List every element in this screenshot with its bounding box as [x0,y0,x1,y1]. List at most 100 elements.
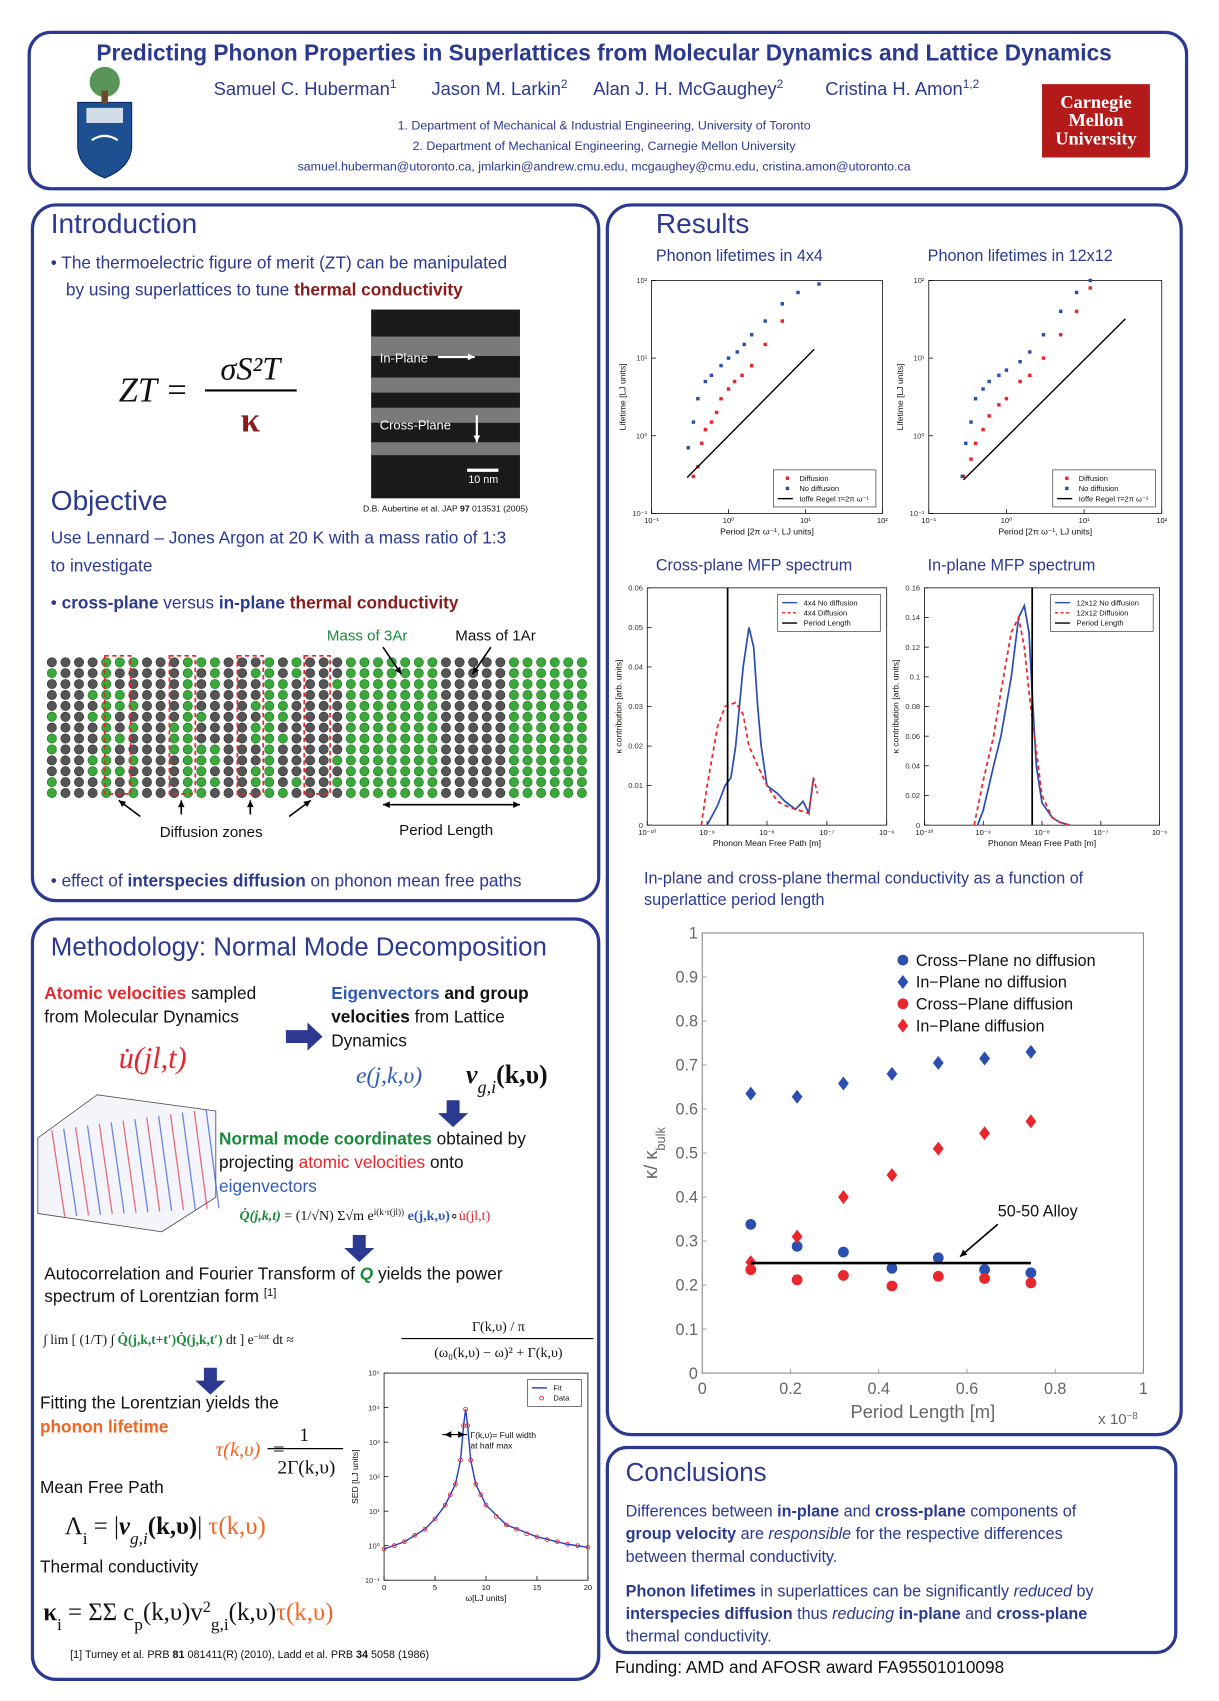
text-span: in superlattices can be significantly [756,1582,1014,1600]
atom [400,679,411,690]
x-tick-label: 10⁻⁸ [759,828,775,837]
text-span: e(j,k,υ) [408,1209,451,1224]
marker [468,1457,474,1463]
cmu-logo-text: Mellon [1068,110,1123,130]
atom [495,788,506,798]
text-span: [1] [264,1287,276,1299]
atom [264,777,275,788]
marker [987,379,991,384]
atom [142,777,152,788]
marker [575,1543,581,1549]
atom [427,755,438,766]
x-tick-label: 0.4 [867,1380,889,1398]
atom [237,755,248,766]
legend-box [773,469,877,508]
legend-swatch [539,1395,544,1401]
atom [101,766,112,777]
projection-box [37,1094,217,1233]
atom [318,722,329,733]
atom [345,733,356,744]
atom [373,668,383,679]
x-tick-label: 1 [1139,1380,1148,1398]
atom [563,777,574,788]
atom [169,700,180,711]
atom [576,733,587,744]
atom [427,711,438,722]
atom [155,777,166,788]
text-span: τ(k,υ) [208,1513,265,1540]
atom [400,777,411,788]
atom [359,733,370,744]
affiliation: 1. Department of Mechanical & Industrial… [398,118,811,132]
vector-line [51,1130,66,1217]
atom [250,711,261,722]
marker [1004,368,1009,372]
vector-line [193,1110,208,1210]
vector-line [169,1114,185,1211]
text-span: • effect of [51,871,128,891]
plot-frame [383,1372,589,1581]
atom [522,711,533,722]
marker [381,1546,387,1552]
atom [87,689,98,700]
atom [291,657,302,668]
y-tick-label: 10³ [369,1438,380,1447]
marker [465,1423,471,1429]
atom [60,722,71,733]
atom [142,755,152,766]
atom [182,722,193,733]
x-tick-label: 10⁻¹⁰ [638,828,656,837]
marker [749,363,754,368]
vector-line [205,1109,220,1209]
atom [318,766,329,777]
atom [481,722,492,733]
x-tick-label: 15 [533,1583,541,1592]
atom [142,733,152,744]
atom [549,700,560,711]
equation: σS²T [220,351,282,387]
atom [468,744,479,755]
atom [101,689,112,700]
atom [114,657,125,668]
y-tick-label: 0.1 [910,672,921,681]
text-line: by using superlattices to tune thermal c… [66,280,463,300]
text-span: Normal mode coordinates [219,1128,432,1148]
atom [508,679,519,690]
atom [101,711,112,722]
atom [413,657,424,668]
atom [373,755,383,766]
atom [332,777,343,788]
equation: 1 [299,1425,309,1446]
text-line: Phonon lifetimes in superlattices can be… [626,1582,1095,1600]
atom [142,657,152,668]
marker [981,427,985,432]
atom [522,689,533,700]
atom [441,777,451,788]
y-tick-label: 1 [689,925,698,943]
atom [237,733,248,744]
atom [576,689,587,700]
atom [468,700,479,711]
atom [495,733,506,744]
affiliation: samuel.huberman@utoronto.ca, jmlarkin@an… [298,159,911,173]
atom [386,755,397,766]
text-span: from Molecular Dynamics [44,1007,239,1027]
text-span: D.B. Aubertine et al. JAP [363,503,460,513]
y-tick-label: 10⁰ [913,431,924,440]
atom [345,679,356,690]
atom [563,679,574,690]
atom [209,722,220,733]
atom [223,733,234,744]
x-axis-label: Phonon Mean Free Path [m] [713,838,821,848]
atom [427,788,438,798]
atom [318,700,329,711]
atom [427,722,438,733]
atom [332,788,343,798]
equation: τ(k,υ) [216,1439,261,1461]
y-tick-label: 0.14 [905,613,920,622]
header-box [27,30,1189,191]
atom [373,733,383,744]
y-tick-label: 10¹ [636,354,647,363]
atom [46,689,57,700]
atom [277,788,288,798]
